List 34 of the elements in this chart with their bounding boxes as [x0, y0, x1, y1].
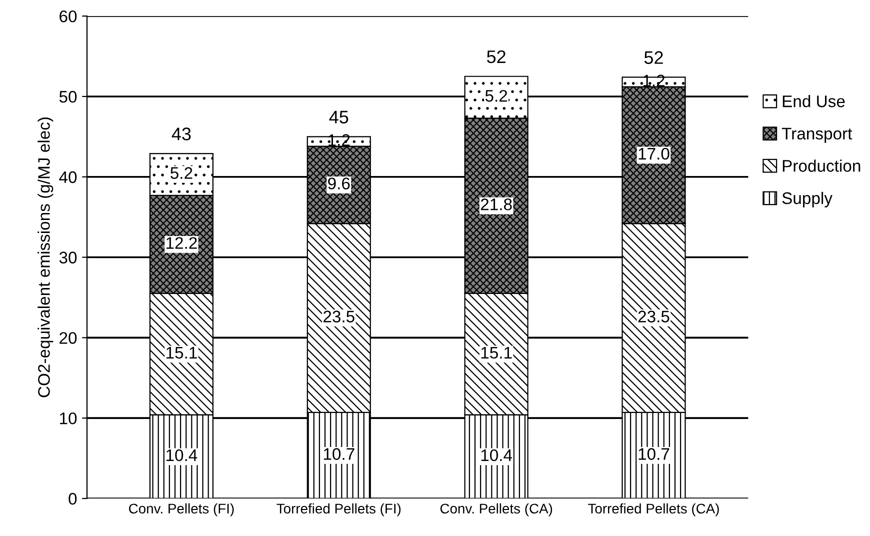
total-label: 43 — [172, 128, 191, 140]
x-tick-label: Torrefied Pellets (FI) — [276, 503, 401, 516]
total-label: 52 — [486, 50, 506, 64]
data-label: 23.5 — [638, 310, 670, 322]
data-label: 23.5 — [324, 310, 354, 322]
y-tick-label: 20 — [60, 332, 77, 344]
total-label: 52 — [644, 51, 663, 64]
data-label: 9.6 — [328, 178, 350, 190]
legend-label: End Use — [782, 94, 845, 108]
legend-label: Transport — [782, 128, 852, 143]
legend-label: Supply — [782, 192, 832, 208]
data-label: 5.2 — [170, 167, 192, 179]
y-tick-label: 0 — [68, 492, 77, 505]
x-tick-label: Torrefied Pellets (CA) — [588, 503, 719, 516]
data-label: 21.8 — [480, 198, 512, 210]
data-label: 15.1 — [166, 347, 197, 359]
legend-label: Production — [782, 160, 860, 172]
y-tick-label: 50 — [59, 90, 77, 103]
y-tick-label: 40 — [59, 171, 77, 184]
data-label: 10.4 — [481, 449, 512, 462]
y-tick-label: 30 — [59, 252, 77, 264]
y-tick-label: 60 — [60, 10, 77, 22]
data-label: 10.7 — [638, 448, 670, 460]
y-tick-label: 10 — [60, 412, 77, 424]
data-label: 15.1 — [481, 347, 512, 359]
data-label: 17.0 — [638, 148, 670, 160]
y-axis-title: CO2-equivalent emissions (g/MJ elec) — [38, 118, 54, 398]
x-tick-label: Conv. Pellets (CA) — [440, 503, 552, 516]
data-label: 5.2 — [485, 90, 508, 102]
x-tick-label: Conv. Pellets (FI) — [129, 503, 234, 516]
total-label: 45 — [329, 110, 348, 124]
data-label: 10.4 — [166, 449, 198, 462]
data-label: 12.2 — [166, 237, 197, 249]
data-label: 10.7 — [324, 448, 354, 460]
